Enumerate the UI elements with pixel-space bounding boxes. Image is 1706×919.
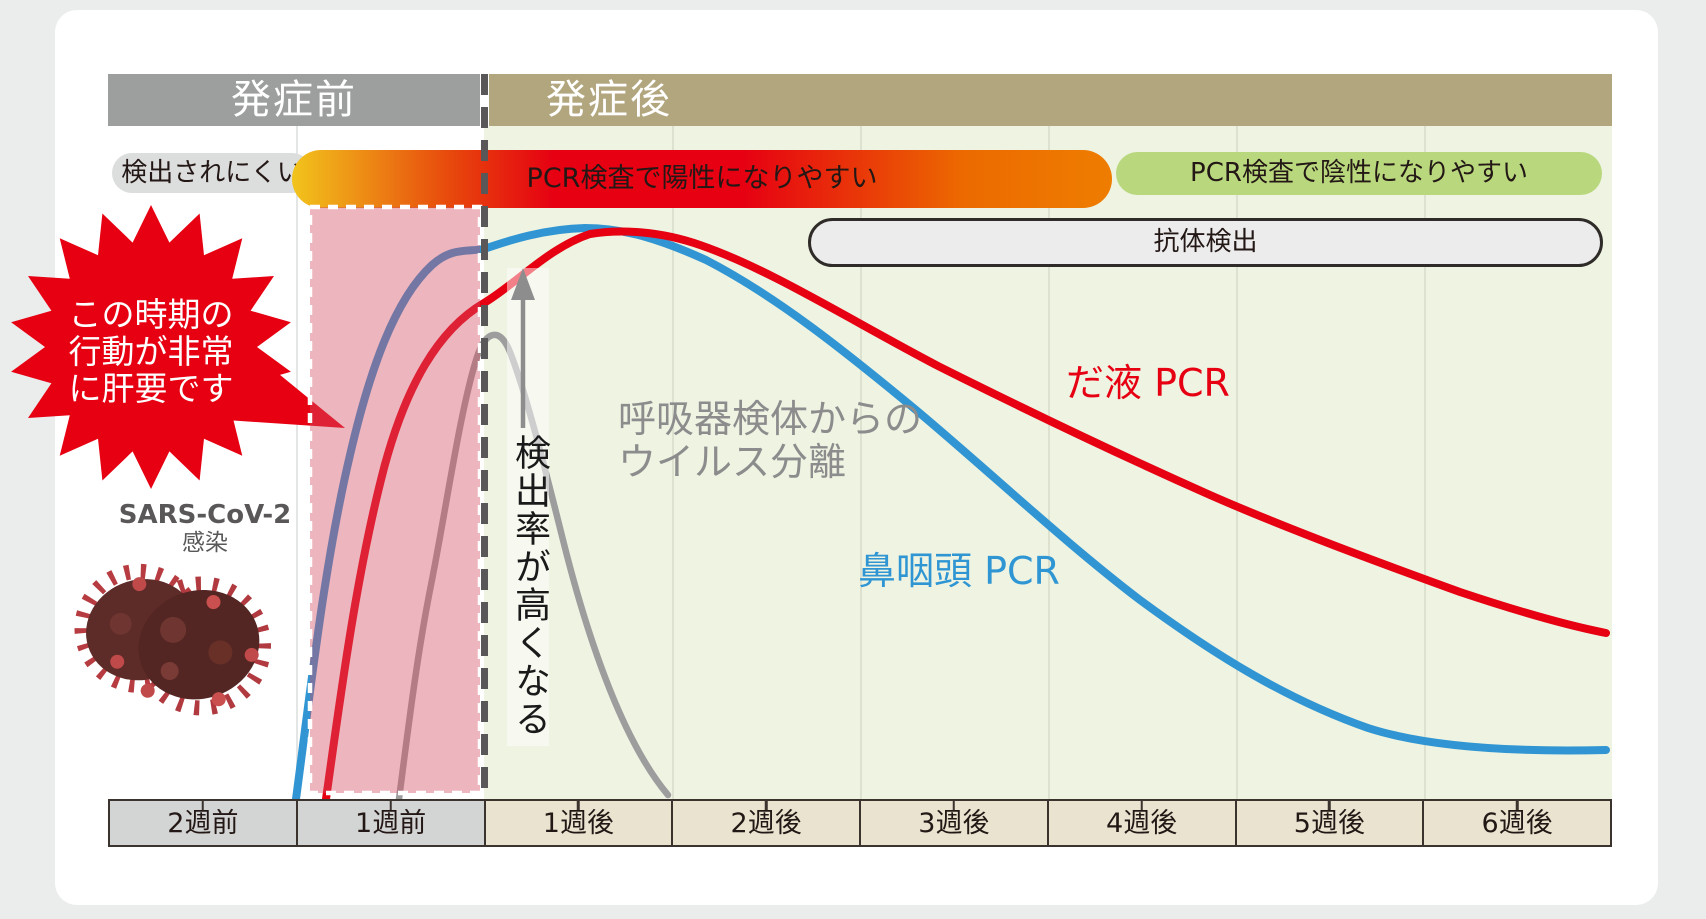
x-axis: 2週前 1週前 1週後 2週後 3週後 4週後 5週後 6週後 [108,799,1612,847]
band-hard-to-detect: 検出されにくい [112,153,312,193]
axis-tick [764,801,768,810]
gridline-week2 [860,126,862,799]
axis-tick [1515,801,1519,810]
axis-cell-6w-after: 6週後 [1422,801,1610,845]
virus-isolation-label-line1: 呼吸器検体からの [618,397,923,441]
axis-tick [952,801,956,810]
gridline-week5 [1424,126,1426,799]
virus-illustration [74,563,271,716]
callout-text: この時期の 行動が非常 に肝要です [31,296,271,407]
axis-label: 5週後 [1293,808,1365,839]
gridline-week3 [1048,126,1050,799]
axis-cell-2w-before: 2週前 [110,801,296,845]
callout-starburst [11,205,345,489]
band-antibody-detection: 抗体検出 [808,218,1603,267]
virus-isolation-curve [395,331,672,803]
axis-tick [1140,801,1143,810]
header-post-onset: 発症後 [489,74,1612,126]
axis-cell-3w-after: 3週後 [859,801,1047,845]
virus-isolation-label: 呼吸器検体からの ウイルス分離 [618,398,922,484]
arrow-note-text: 検出率が高くなる [509,434,550,738]
infection-label: SARS-CoV-2 感染 [100,500,310,556]
saliva-pcr-curve [322,227,1610,803]
virus-isolation-label-line2: ウイルス分離 [618,440,847,484]
infection-subtitle: 感染 [182,530,228,556]
infection-title: SARS-CoV-2 [118,500,292,530]
axis-label: 1週前 [355,808,427,839]
band-pcr-negative: PCR検査で陰性になりやすい [1116,152,1602,195]
axis-cell-5w-after: 5週後 [1234,801,1423,845]
axis-label: 1週後 [542,808,614,839]
axis-label: 2週前 [167,808,239,839]
axis-label: 6週後 [1481,808,1553,839]
axis-tick [577,801,580,810]
gridline-week-minus1 [296,126,298,799]
arrow-note-backdrop [507,268,549,746]
header-pre-onset: 発症前 [108,74,480,126]
axis-cell-2w-after: 2週後 [671,801,859,845]
critical-period-highlight [307,204,483,796]
gridline-week1 [672,126,674,799]
axis-cell-4w-after: 4週後 [1046,801,1235,845]
band-pcr-positive: PCR検査で陽性になりやすい [292,150,1112,208]
callout-star [11,205,291,489]
nasopharyngeal-pcr-curve [292,223,1610,803]
axis-cell-1w-after: 1週後 [483,801,672,845]
axis-cell-1w-before: 1週前 [295,801,484,845]
callout-line: この時期の [68,295,234,334]
nasopharyngeal-pcr-label: 鼻咽頭 PCR [858,549,1060,593]
saliva-pcr-label: だ液 PCR [1066,361,1230,405]
axis-tick [201,801,205,810]
axis-label: 4週後 [1106,808,1178,839]
axis-tick [389,801,392,810]
axis-label: 2週後 [730,808,802,839]
callout-line: 行動が非常 [68,332,234,371]
axis-tick [1328,801,1331,810]
callout-line: に肝要です [68,369,234,408]
gridline-week4 [1236,126,1238,799]
axis-label: 3週後 [918,808,990,839]
